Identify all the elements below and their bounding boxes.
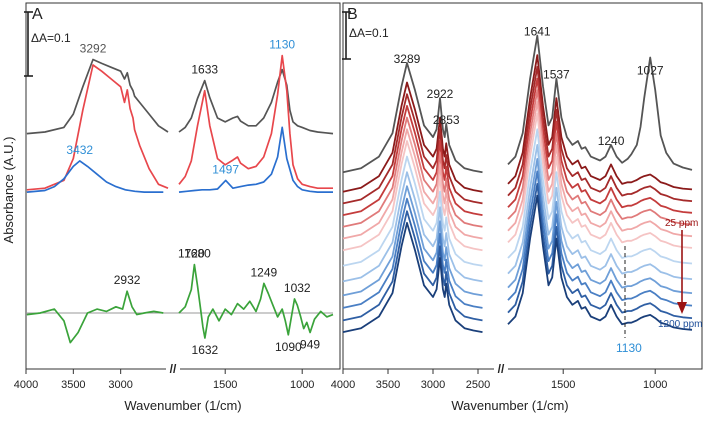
arrow-head-icon bbox=[677, 302, 687, 314]
panel-b-axis-break: // bbox=[498, 362, 505, 376]
panel-b-frame bbox=[342, 2, 703, 370]
panel-a-title: A bbox=[32, 6, 43, 23]
panel-a-peak-label: 1720 bbox=[178, 247, 205, 261]
panel-a-peak-label: 1249 bbox=[251, 265, 278, 279]
panel-b-scale-label: ΔA=0.1 bbox=[349, 26, 389, 40]
panel-a-series-green bbox=[26, 263, 334, 344]
panel-b-peak-label: 2922 bbox=[427, 87, 454, 101]
panel-b-series-5 bbox=[342, 101, 693, 240]
panel-a-peak-label: 1130 bbox=[269, 38, 295, 52]
panel-a-curves bbox=[26, 54, 334, 344]
panel-a-tick-label: 1500 bbox=[213, 379, 237, 391]
panel-a-peak-label: 1090 bbox=[275, 340, 302, 354]
panel-b-series-1 bbox=[342, 54, 693, 193]
panel-b-series-12 bbox=[342, 194, 693, 333]
panel-a-tick-label: 4000 bbox=[14, 379, 38, 391]
panel-b-peak-label: 1027 bbox=[637, 64, 664, 78]
panel-b-series-11 bbox=[342, 183, 693, 322]
panel-b-peak-label: 1240 bbox=[598, 134, 625, 148]
panel-a-series-gray bbox=[26, 58, 334, 135]
panel-a-x-ticks: 4000 3500 3000 1500 1000 bbox=[14, 369, 314, 391]
panel-b-x-ticks: 4000 3500 3000 2500 1500 1000 bbox=[331, 369, 667, 391]
panel-b-peak-label: 1537 bbox=[543, 68, 570, 82]
panel-a-peak-label: 1680 bbox=[184, 247, 211, 261]
panel-b-series-8 bbox=[342, 144, 693, 283]
panel-a-series-red bbox=[26, 54, 333, 191]
panel-b-series-6 bbox=[342, 112, 693, 252]
panel-a-tick-label: 1000 bbox=[290, 379, 314, 391]
panel-b-peak-label: 2853 bbox=[433, 113, 460, 127]
panel-a-frame bbox=[25, 2, 341, 370]
panel-b-tick-label: 3500 bbox=[376, 379, 400, 391]
panel-b-annotations: 3289 2922 2853 1641 1537 1240 1027 bbox=[394, 25, 664, 148]
panel-a-peak-label: 1497 bbox=[212, 162, 239, 176]
panel-b-x-label: Wavenumber (1/cm) bbox=[451, 398, 568, 413]
top-ppm-label: 25 ppm bbox=[665, 218, 698, 229]
panel-a-scale-label: ΔA=0.1 bbox=[31, 31, 71, 45]
panel-a-x-label: Wavenumber (1/cm) bbox=[124, 398, 241, 413]
panel-a-peak-label: 1032 bbox=[284, 281, 311, 295]
panel-a-tick-label: 3500 bbox=[61, 379, 85, 391]
panel-b: B ΔA=0.1 3289 2922 2853 1641 1537 1240 1027 40… bbox=[331, 2, 703, 413]
panel-b-series-10 bbox=[342, 170, 693, 309]
panel-b-peak-label: 1641 bbox=[524, 25, 551, 39]
panel-a-peak-label: 3292 bbox=[80, 42, 107, 56]
panel-b-tick-label: 3000 bbox=[421, 379, 445, 391]
panel-a-peak-label: 3432 bbox=[66, 143, 93, 157]
panel-a-peak-label: 949 bbox=[300, 338, 320, 352]
panel-b-series-3 bbox=[342, 77, 693, 216]
panel-a-peak-label: 2932 bbox=[114, 273, 141, 287]
bottom-ppm-label: 1200 ppm bbox=[658, 319, 702, 330]
panel-b-series-9 bbox=[342, 158, 693, 297]
panel-b-series-0 bbox=[342, 34, 693, 174]
panel-b-tick-label: 4000 bbox=[331, 379, 355, 391]
panel-b-tick-label: 1500 bbox=[551, 379, 575, 391]
panel-a-peak-label: 1633 bbox=[191, 63, 218, 77]
panel-a-tick-label: 3000 bbox=[108, 379, 132, 391]
y-axis-label: Absorbance (A.U.) bbox=[1, 137, 16, 244]
panel-a-axis-break: // bbox=[170, 362, 177, 376]
panel-b-curves bbox=[342, 34, 693, 333]
panel-b-series-7 bbox=[342, 128, 693, 267]
panel-b-tick-label: 1000 bbox=[643, 379, 667, 391]
panel-b-title: B bbox=[347, 6, 358, 23]
panel-a-series-blue bbox=[26, 126, 333, 193]
panel-b-series-2 bbox=[342, 66, 693, 205]
panel-b-series-4 bbox=[342, 89, 693, 228]
marker-1130-label: 1130 bbox=[616, 341, 642, 355]
panel-b-peak-label: 3289 bbox=[394, 52, 421, 66]
panel-b-tick-label: 2500 bbox=[466, 379, 490, 391]
panel-a-peak-label: 1632 bbox=[192, 343, 219, 357]
